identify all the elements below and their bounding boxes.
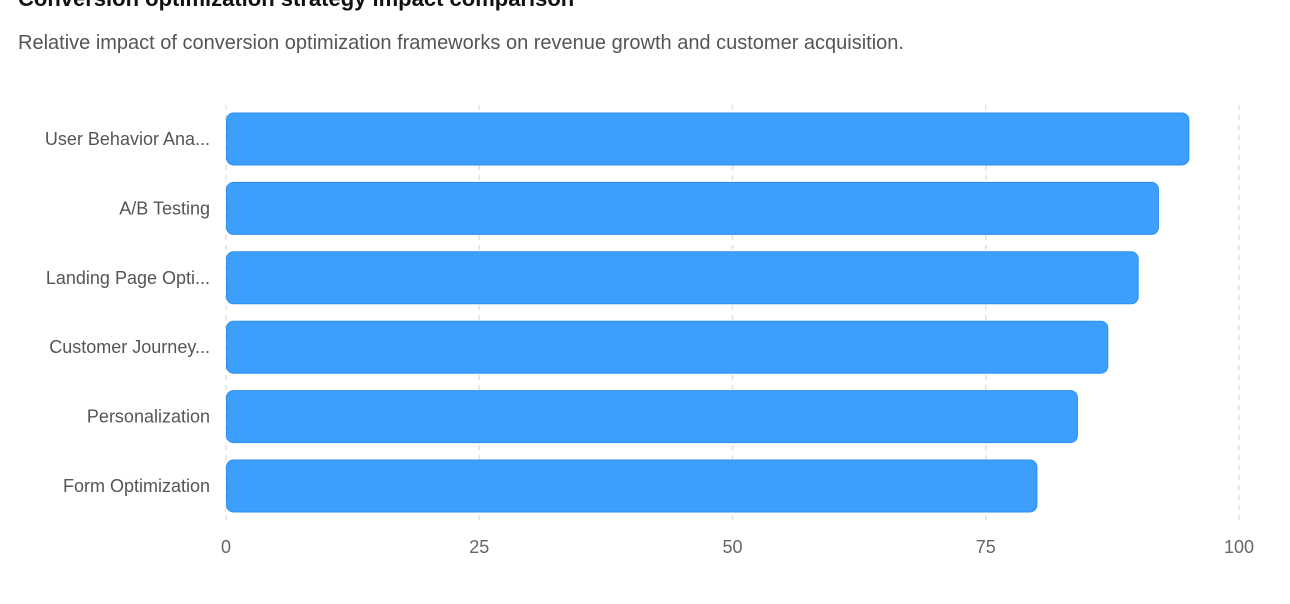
x-tick-label: 100 <box>1224 537 1254 557</box>
chart-title: Conversion optimization strategy impact … <box>18 0 574 12</box>
grid-lines <box>225 105 1240 522</box>
bar[interactable] <box>226 181 1159 235</box>
x-tick-label: 50 <box>722 537 742 557</box>
x-tick-label: 25 <box>469 537 489 557</box>
category-label: Form Optimization <box>63 476 210 496</box>
bar[interactable] <box>226 459 1038 513</box>
bar[interactable] <box>226 390 1078 444</box>
bar[interactable] <box>226 251 1139 305</box>
category-label: A/B Testing <box>119 198 210 218</box>
category-label: User Behavior Ana... <box>45 129 210 149</box>
category-label: Customer Journey... <box>49 337 210 357</box>
category-labels: User Behavior Ana... A/B Testing Landing P… <box>45 129 210 496</box>
x-tick-label: 75 <box>976 537 996 557</box>
x-axis-ticks: 0 25 50 75 100 <box>221 537 1254 557</box>
bar[interactable] <box>226 112 1190 166</box>
bar[interactable] <box>226 320 1109 374</box>
category-label: Personalization <box>87 407 210 427</box>
x-tick-label: 0 <box>221 537 231 557</box>
chart-subtitle: Relative impact of conversion optimizati… <box>18 32 904 54</box>
category-label: Landing Page Opti... <box>46 268 210 288</box>
bars <box>226 112 1190 513</box>
